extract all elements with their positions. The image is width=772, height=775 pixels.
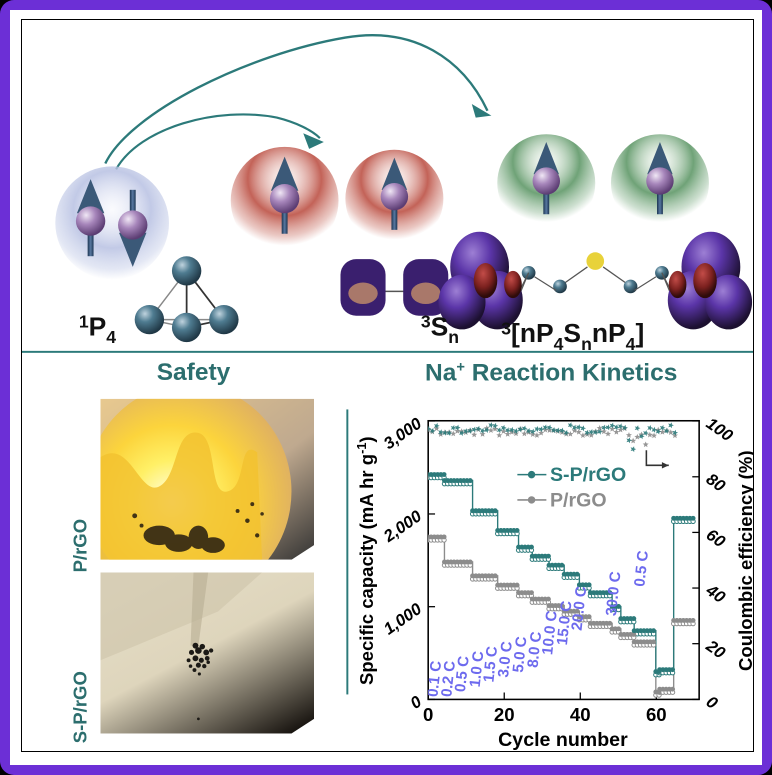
svg-text:20: 20: [494, 704, 515, 725]
svg-text:3[nP4SnnP4]: 3[nP4SnnP4]: [501, 318, 644, 351]
svg-text:0.5 C: 0.5 C: [631, 550, 652, 588]
svg-text:20.0 C: 20.0 C: [568, 585, 590, 631]
svg-text:1,000: 1,000: [380, 599, 426, 639]
svg-text:Coulombic efficiency (%): Coulombic efficiency (%): [735, 450, 754, 670]
svg-text:40: 40: [570, 704, 591, 725]
svg-text:80: 80: [703, 469, 730, 496]
svg-text:20: 20: [702, 636, 730, 663]
svg-text:P/rGO: P/rGO: [550, 489, 607, 511]
svg-text:0: 0: [703, 692, 722, 713]
svg-text:S-P/rGO: S-P/rGO: [550, 464, 626, 486]
svg-text:2,000: 2,000: [379, 506, 425, 546]
svg-text:3,000: 3,000: [380, 413, 426, 453]
svg-text:Specific capacity (mA hr g-1): Specific capacity (mA hr g-1): [353, 436, 377, 685]
svg-text:1P4: 1P4: [79, 311, 116, 347]
svg-text:100: 100: [703, 414, 737, 446]
svg-text:Cycle number: Cycle number: [498, 729, 628, 751]
svg-text:60: 60: [703, 525, 730, 552]
svg-text:60: 60: [646, 704, 667, 725]
svg-text:40: 40: [702, 580, 730, 607]
svg-text:0: 0: [423, 704, 433, 725]
